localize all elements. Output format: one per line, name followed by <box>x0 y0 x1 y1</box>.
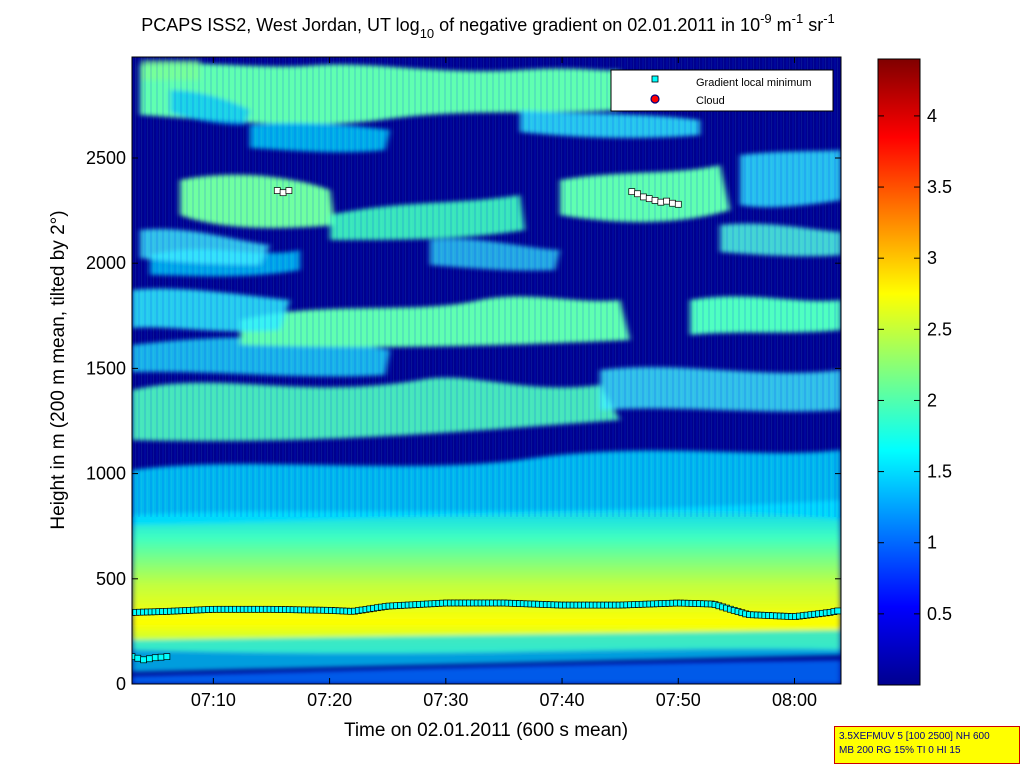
x-tick-label: 08:00 <box>772 690 817 710</box>
colorbar-tick-label: 1.5 <box>927 462 952 482</box>
info-line-1: 3.5XEFMUV 5 [100 2500] NH 600 <box>839 731 990 742</box>
gradient-minimum-marker <box>134 654 142 662</box>
gradient-minimum-marker <box>151 654 159 662</box>
gradient-minimum-marker <box>651 197 659 204</box>
colorbar-tick-label: 2 <box>927 390 937 410</box>
colorbar-tick-label: 2.5 <box>927 319 952 339</box>
x-tick-label: 07:50 <box>656 690 701 710</box>
x-axis-label: Time on 02.01.2011 (600 s mean) <box>344 720 628 741</box>
gradient-minimum-marker <box>663 197 671 205</box>
legend: Gradient local minimum Cloud <box>610 69 834 112</box>
info-box: 3.5XEFMUV 5 [100 2500] NH 600 MB 200 RG … <box>834 726 1020 764</box>
colorbar: 0.5 1 1.5 2 2.5 3 3.5 4 <box>877 58 952 686</box>
y-tick-label: 1000 <box>86 464 126 484</box>
heatmap-plot-area <box>132 57 841 684</box>
colorbar-tick-label: 3 <box>927 248 937 268</box>
gradient-minimum-marker <box>645 195 653 203</box>
gradient-minimum-marker <box>669 199 676 207</box>
y-tick-label: 500 <box>96 569 126 589</box>
gradient-minimum-marker <box>163 653 171 660</box>
gradient-minimum-marker <box>279 189 287 197</box>
y-tick-label: 0 <box>116 674 126 694</box>
x-tick-label: 07:10 <box>191 690 236 710</box>
gradient-minimum-marker <box>674 200 682 208</box>
x-tick-label: 07:30 <box>423 690 468 710</box>
gradient-minimum-marker <box>157 653 165 661</box>
info-line-2: MB 200 RG 15% TI 0 HI 15 <box>839 745 961 756</box>
gradient-minimum-marker <box>834 607 841 615</box>
gradient-minimum-marker <box>640 193 647 201</box>
gradient-minimum-marker <box>273 187 281 194</box>
colorbar-tick-label: 1 <box>927 533 937 553</box>
gradient-minimum-marker <box>140 656 147 664</box>
gradient-minimum-marker <box>657 198 665 206</box>
x-tick-label: 07:40 <box>540 690 585 710</box>
y-tick-label: 2000 <box>86 253 126 273</box>
gradient-minimum-marker <box>285 187 293 194</box>
y-axis-label: Height in m (200 m mean, tilted by 2°) <box>48 210 69 529</box>
legend-label-gradient-minimum: Gradient local minimum <box>696 77 812 89</box>
colorbar-tick-label: 3.5 <box>927 177 952 197</box>
legend-marker-cloud <box>650 94 660 104</box>
gradient-minimum-marker <box>146 655 153 663</box>
chart-title: PCAPS ISS2, West Jordan, UT log10 of neg… <box>141 11 835 41</box>
colorbar-tick-label: 4 <box>927 106 937 126</box>
legend-label-cloud: Cloud <box>696 95 725 107</box>
x-tick-label: 07:20 <box>307 690 352 710</box>
legend-marker-gradient-minimum <box>651 75 659 83</box>
y-tick-label: 2500 <box>86 148 126 168</box>
gradient-minimum-marker <box>634 190 641 198</box>
gradient-minimum-marker <box>628 188 636 196</box>
y-tick-label: 1500 <box>86 358 126 378</box>
colorbar-tick-label: 0.5 <box>927 604 952 624</box>
